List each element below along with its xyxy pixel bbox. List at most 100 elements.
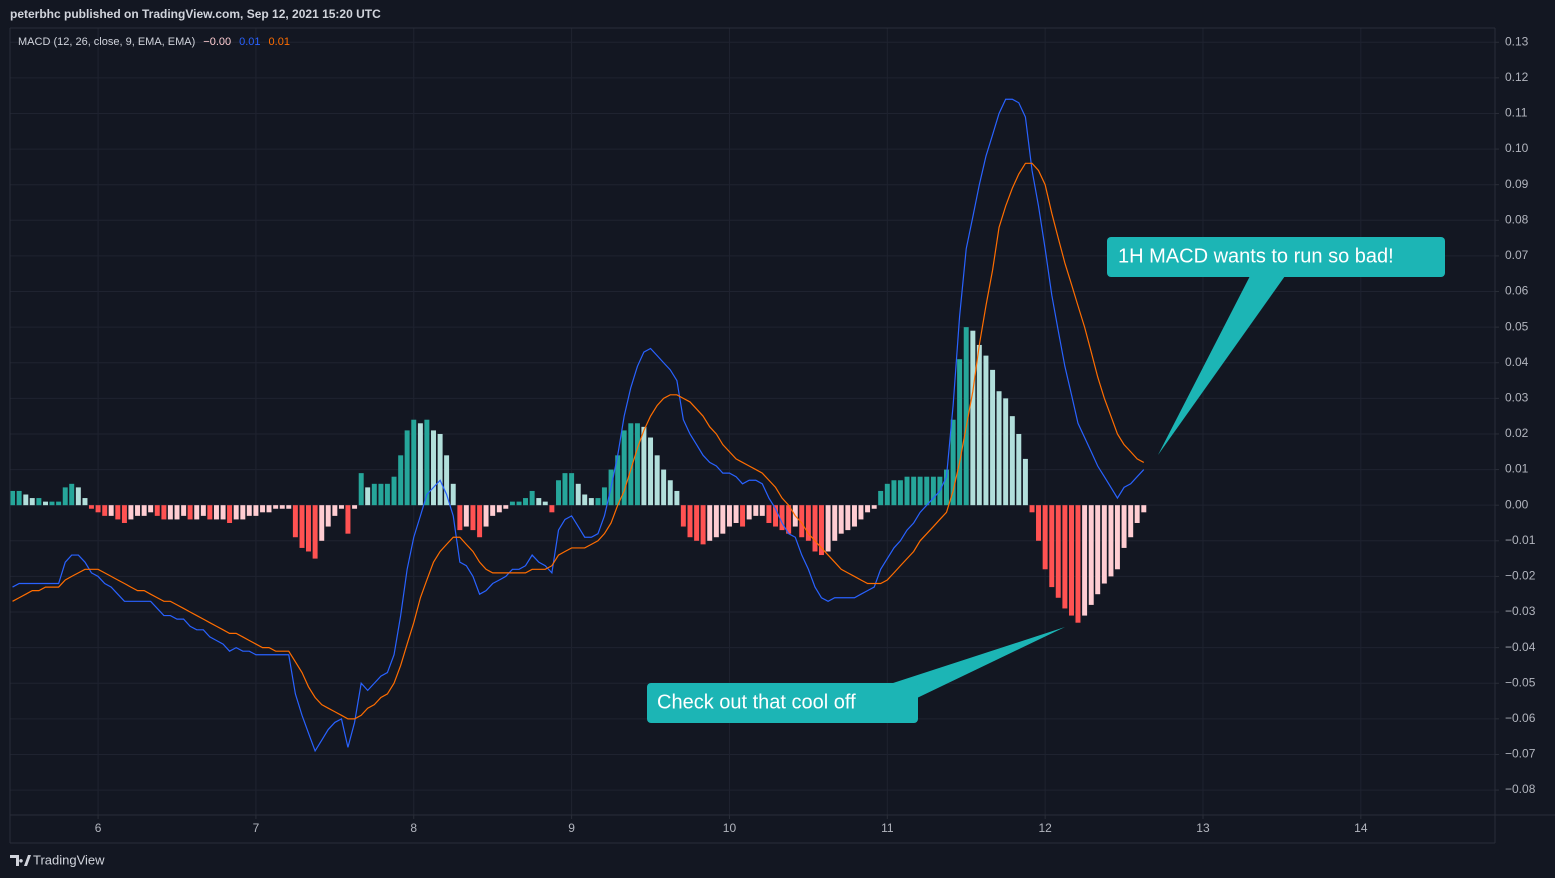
histogram-bar <box>1108 505 1114 577</box>
histogram-bar <box>562 473 568 506</box>
histogram-bar <box>509 501 515 506</box>
x-tick-label: 13 <box>1196 821 1210 835</box>
histogram-bar <box>1022 458 1028 506</box>
histogram-bar <box>292 505 298 538</box>
histogram-bar <box>431 430 436 506</box>
y-tick-label: 0.01 <box>1505 462 1529 476</box>
histogram-bar <box>582 494 588 506</box>
footer-bar <box>0 843 1555 878</box>
histogram-bar <box>187 505 193 520</box>
histogram-bar <box>174 505 180 520</box>
histogram-bar <box>266 505 272 513</box>
header: peterbhc published on TradingView.com, S… <box>10 7 381 21</box>
histogram-bar <box>391 476 397 506</box>
histogram-bar <box>726 505 732 527</box>
histogram-bar <box>148 505 154 513</box>
x-tick-label: 7 <box>253 821 260 835</box>
x-tick-label: 10 <box>723 821 737 835</box>
histogram-bar <box>1082 505 1088 616</box>
histogram-bar <box>135 505 141 516</box>
histogram-bar <box>746 505 752 520</box>
x-tick-label: 9 <box>568 821 575 835</box>
histogram-bar <box>1128 505 1134 538</box>
histogram-bar <box>75 487 81 506</box>
x-tick-label: 6 <box>95 821 102 835</box>
histogram-bar <box>1069 505 1074 616</box>
y-tick-label: −0.03 <box>1505 604 1536 618</box>
histogram-bar <box>220 505 226 520</box>
histogram-bar <box>542 501 548 506</box>
histogram-bar <box>674 490 680 506</box>
histogram-bar <box>654 455 660 506</box>
histogram-bar <box>332 505 338 516</box>
histogram-bar <box>601 487 607 506</box>
histogram-bar <box>69 483 75 506</box>
histogram-bar <box>1101 505 1107 584</box>
histogram-bar <box>858 505 864 520</box>
y-tick-label: 0.00 <box>1505 497 1529 511</box>
histogram-bar <box>457 505 463 531</box>
line-series <box>12 98 1145 753</box>
histogram-bar <box>556 480 561 506</box>
histogram-bar <box>687 505 693 538</box>
y-tick-label: 0.06 <box>1505 284 1529 298</box>
histogram-bar <box>529 490 535 506</box>
histogram-bar <box>766 505 772 523</box>
histogram-bar <box>167 505 173 520</box>
y-tick-label: −0.01 <box>1505 533 1536 547</box>
histogram-bar <box>516 501 522 506</box>
histogram-bar <box>227 505 233 523</box>
footer-text: TradingView <box>33 852 105 867</box>
histogram-bar <box>279 505 285 509</box>
line-series <box>12 162 1145 720</box>
histogram-bar <box>523 498 529 506</box>
histogram-bar <box>463 505 469 527</box>
histogram-bar <box>1055 505 1061 598</box>
histogram-bar <box>680 505 686 527</box>
histogram-bar <box>1088 505 1094 605</box>
histogram-bar <box>753 505 759 516</box>
histogram-bar <box>1009 416 1015 506</box>
histogram-bar <box>740 505 746 527</box>
histogram-bar <box>990 369 996 506</box>
histogram-bar <box>1134 505 1140 523</box>
y-tick-label: −0.05 <box>1505 675 1536 689</box>
histogram-bar <box>1141 505 1147 513</box>
histogram-bar <box>595 498 601 506</box>
histogram-bar <box>950 419 956 506</box>
histogram-bar <box>450 483 456 506</box>
histogram-bar <box>615 455 621 506</box>
histogram-bar <box>121 505 127 523</box>
histogram-bar <box>424 419 430 506</box>
histogram-bar <box>496 505 502 513</box>
histogram-bar <box>115 505 121 520</box>
histogram-bar <box>10 490 16 506</box>
histogram-bar <box>641 426 647 506</box>
histogram-bar <box>490 505 496 516</box>
histogram-bar <box>818 505 824 556</box>
y-tick-label: −0.08 <box>1505 782 1536 796</box>
histogram-bar <box>411 419 417 506</box>
histogram-bar <box>260 505 266 513</box>
x-tick-label: 14 <box>1354 821 1368 835</box>
y-tick-label: 0.05 <box>1505 319 1529 333</box>
histogram-bar <box>437 433 443 506</box>
y-tick-label: 0.03 <box>1505 391 1529 405</box>
histogram-bar <box>240 505 246 520</box>
histogram-bar <box>503 505 509 509</box>
histogram-bar <box>904 476 910 506</box>
histogram-bar <box>871 505 877 509</box>
histogram-bar <box>56 501 62 506</box>
y-tick-label: 0.02 <box>1505 426 1529 440</box>
y-tick-label: −0.06 <box>1505 711 1536 725</box>
histogram-bar <box>1003 398 1009 506</box>
logo-icon <box>10 855 31 866</box>
histogram-bar <box>49 501 55 506</box>
histogram-bar <box>536 498 542 506</box>
x-tick-label: 8 <box>410 821 417 835</box>
histogram-bar <box>36 498 42 506</box>
histogram-bar <box>161 505 167 520</box>
histogram-bar <box>1016 433 1022 506</box>
histogram-bar <box>707 505 713 541</box>
